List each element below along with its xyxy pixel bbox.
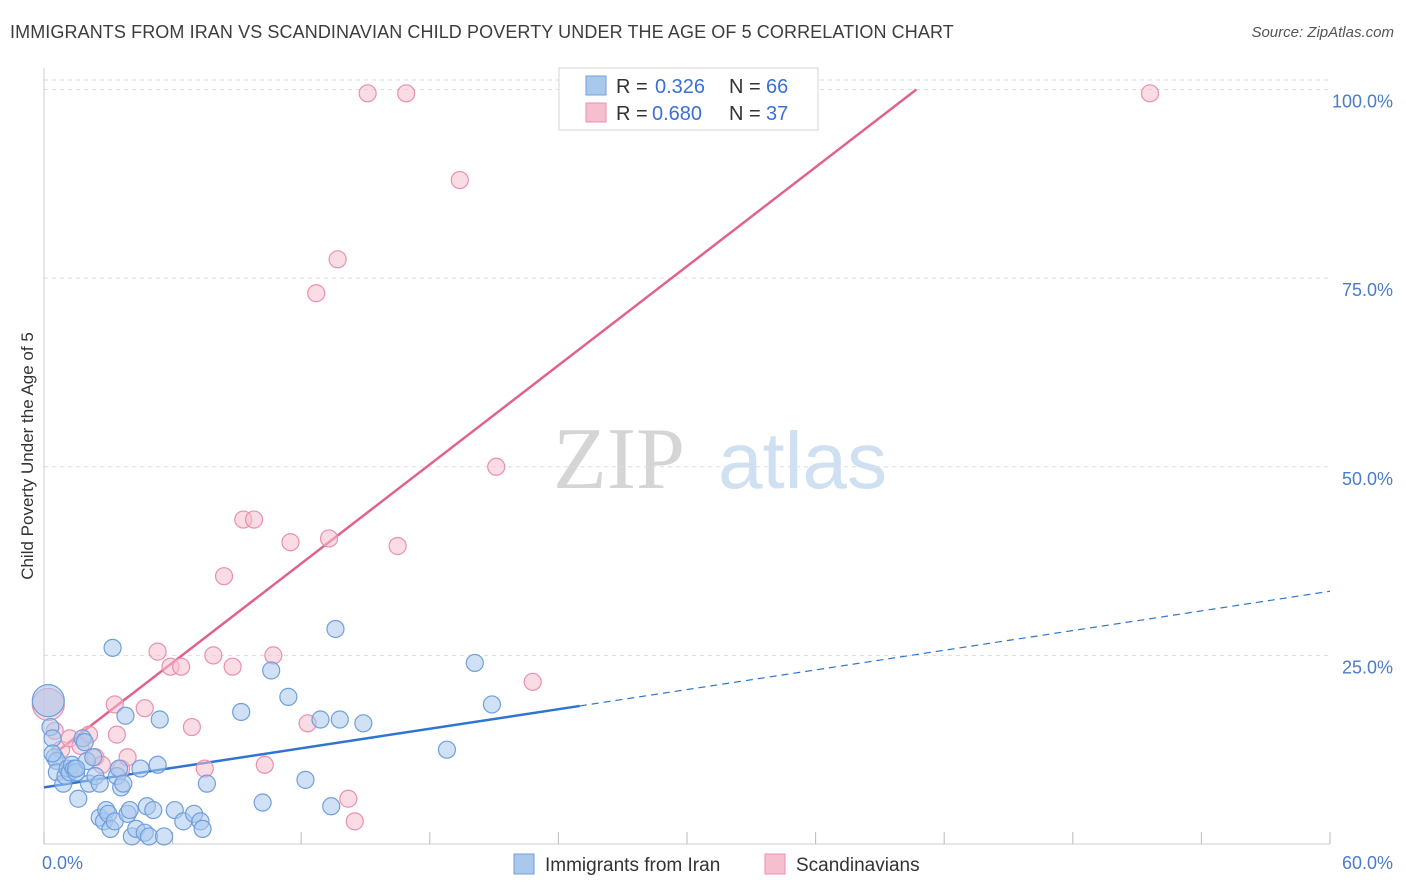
point-scandinavians bbox=[397, 84, 416, 103]
trend-lines bbox=[43, 88, 1331, 789]
legend-n-value-1: 66 bbox=[766, 76, 788, 98]
bottom-legend-label-blue: Immigrants from Iran bbox=[545, 855, 720, 876]
point-iran bbox=[296, 770, 315, 789]
point-scandinavians bbox=[107, 725, 126, 744]
point-iran bbox=[197, 774, 216, 793]
point-iran bbox=[482, 695, 502, 714]
point-iran bbox=[116, 706, 135, 725]
point-iran bbox=[232, 702, 251, 722]
point-iran bbox=[67, 759, 86, 778]
watermark-zip: ZIP bbox=[553, 411, 685, 508]
legend-r-value-1: 0.326 bbox=[655, 76, 705, 98]
point-iran bbox=[262, 661, 281, 680]
point-iran bbox=[322, 797, 341, 816]
legend-r-label-1: R = bbox=[616, 76, 648, 98]
axes: 0.0% 60.0% bbox=[42, 68, 1393, 873]
point-scandinavians bbox=[281, 533, 300, 552]
y-axis-title: Child Poverty Under the Age of 5 bbox=[18, 332, 37, 580]
point-iran bbox=[90, 774, 109, 793]
y-tick-label: 100.0% bbox=[1332, 92, 1393, 112]
point-scandinavians bbox=[450, 170, 469, 190]
bottom-legend-swatch-pink bbox=[764, 853, 786, 875]
point-scandinavians bbox=[358, 84, 377, 103]
point-iran bbox=[31, 684, 65, 718]
point-scandinavians bbox=[204, 646, 223, 665]
bottom-legend-swatch-blue bbox=[513, 853, 535, 875]
point-iran bbox=[311, 710, 330, 729]
point-iran bbox=[326, 619, 345, 639]
point-iran bbox=[43, 744, 62, 763]
point-scandinavians bbox=[1140, 84, 1160, 103]
legend-box: R = 0.326 N = 66 R = 0.680 N = 37 bbox=[558, 67, 819, 131]
point-scandinavians bbox=[339, 789, 358, 808]
point-iran bbox=[193, 819, 212, 839]
x-tick-label-min: 0.0% bbox=[42, 853, 83, 873]
point-iran bbox=[120, 800, 139, 820]
point-scandinavians bbox=[345, 812, 364, 831]
chart-title: IMMIGRANTS FROM IRAN VS SCANDINAVIAN CHI… bbox=[10, 22, 954, 42]
watermark-atlas: atlas bbox=[718, 416, 887, 505]
bottom-legend-label-pink: Scandinavians bbox=[796, 855, 920, 876]
point-scandinavians bbox=[135, 699, 154, 718]
point-iran bbox=[144, 800, 163, 820]
trend-line-scandinavians bbox=[53, 88, 918, 755]
legend-n-label-2: N = bbox=[729, 103, 761, 125]
point-iran bbox=[437, 740, 457, 759]
point-scandinavians bbox=[307, 284, 326, 303]
point-iran bbox=[150, 710, 169, 729]
point-iran bbox=[109, 759, 129, 778]
point-iran bbox=[75, 733, 94, 752]
point-scandinavians bbox=[105, 695, 124, 714]
legend-n-value-2: 37 bbox=[766, 103, 788, 125]
point-scandinavians bbox=[523, 672, 542, 691]
legend-swatch-pink bbox=[585, 102, 607, 123]
legend-n-label-1: N = bbox=[729, 76, 761, 98]
bottom-legend: Immigrants from Iran Scandinavians bbox=[513, 853, 920, 876]
trend-line-iran-extension bbox=[579, 590, 1331, 707]
point-scandinavians bbox=[255, 755, 274, 774]
point-scandinavians bbox=[319, 529, 339, 548]
point-scandinavians bbox=[182, 717, 201, 737]
watermark: ZIP atlas bbox=[553, 411, 887, 508]
point-scandinavians bbox=[487, 457, 506, 476]
y-tick-label: 75.0% bbox=[1342, 280, 1393, 300]
x-tick-label-max: 60.0% bbox=[1342, 853, 1393, 873]
point-scandinavians bbox=[214, 567, 234, 586]
point-iran bbox=[154, 827, 174, 846]
point-iran bbox=[114, 774, 133, 793]
point-iran bbox=[253, 793, 272, 812]
source-credit: Source: ZipAtlas.com bbox=[1251, 24, 1394, 41]
point-scandinavians bbox=[195, 759, 214, 778]
point-scandinavians bbox=[264, 646, 283, 665]
y-tick-label: 25.0% bbox=[1342, 657, 1393, 677]
y-tick-label: 50.0% bbox=[1342, 469, 1393, 489]
gridlines: 25.0% 50.0% 75.0% 100.0% bbox=[44, 79, 1393, 677]
point-iran bbox=[131, 759, 150, 778]
point-iran bbox=[69, 789, 88, 808]
point-iran bbox=[330, 710, 349, 729]
point-scandinavians bbox=[148, 642, 167, 661]
point-iran bbox=[465, 653, 484, 673]
point-iran bbox=[148, 755, 167, 774]
point-iran bbox=[84, 748, 103, 767]
legend-r-label-2: R = bbox=[616, 103, 648, 125]
point-scandinavians bbox=[244, 510, 264, 529]
point-scandinavians bbox=[328, 250, 347, 269]
point-scandinavians bbox=[223, 657, 242, 676]
legend-r-value-2: 0.680 bbox=[652, 103, 702, 125]
data-points bbox=[31, 84, 1160, 846]
point-scandinavians bbox=[172, 657, 191, 676]
point-iran bbox=[43, 729, 62, 748]
point-scandinavians bbox=[388, 536, 407, 556]
legend-swatch-blue bbox=[585, 75, 607, 96]
point-iran bbox=[103, 638, 122, 657]
point-iran bbox=[354, 714, 373, 733]
point-iran bbox=[279, 687, 298, 706]
